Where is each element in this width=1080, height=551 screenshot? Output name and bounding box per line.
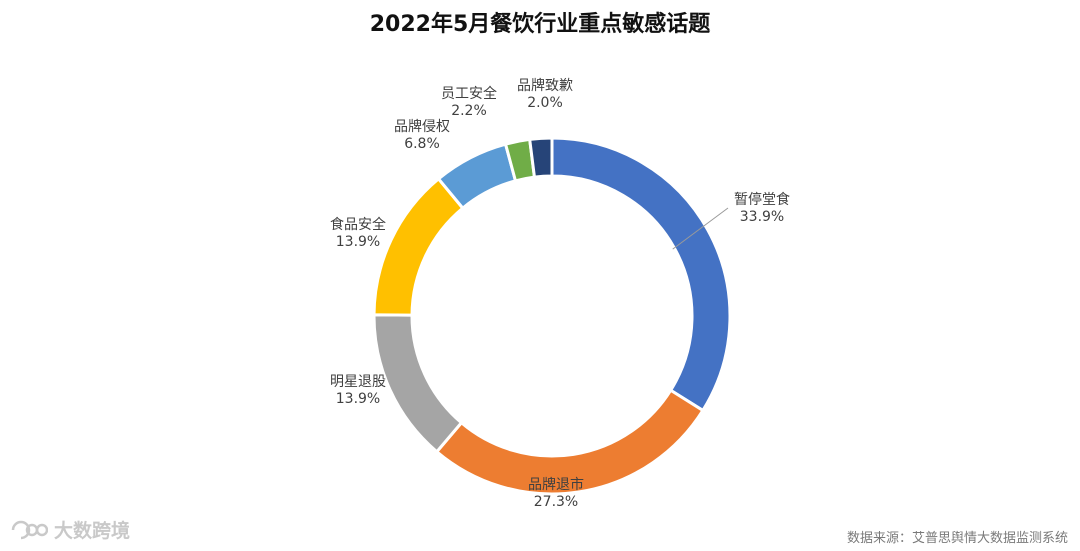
slice-label-6: 员工安全 [441,85,497,102]
slice-value-2: 27.3% [534,494,578,510]
slice-label-5: 品牌侵权 [394,118,450,135]
slice-value-6: 2.2% [451,103,487,119]
slice-value-5: 6.8% [404,136,440,152]
slice-label-7: 品牌致歉 [517,77,573,94]
brand-logo: 大数跨境 [10,516,130,543]
leader-line-1 [672,207,729,250]
slice-value-7: 2.0% [527,95,563,111]
brand-mark-icon [11,520,48,539]
slice-value-4: 13.9% [336,234,380,250]
chart-title: 2022年5月餐饮行业重点敏感话题 [369,12,711,37]
data-source-note: 数据来源：艾普思舆情大数据监测系统 [846,531,1068,546]
donut-slice-1 [550,136,732,413]
slice-label-2: 品牌退市 [528,476,584,493]
slice-label-4: 食品安全 [330,216,386,233]
slice-value-3: 13.9% [336,391,380,407]
donut-slice-4 [372,176,465,317]
slice-value-1: 33.9% [740,209,784,225]
slice-label-3: 明星退股 [330,374,386,390]
slice-label-1: 暂停堂食 [734,191,790,208]
donut-slice-7 [528,136,554,179]
brand-name: 大数跨境 [54,520,131,542]
donut-slice-3 [372,313,464,454]
